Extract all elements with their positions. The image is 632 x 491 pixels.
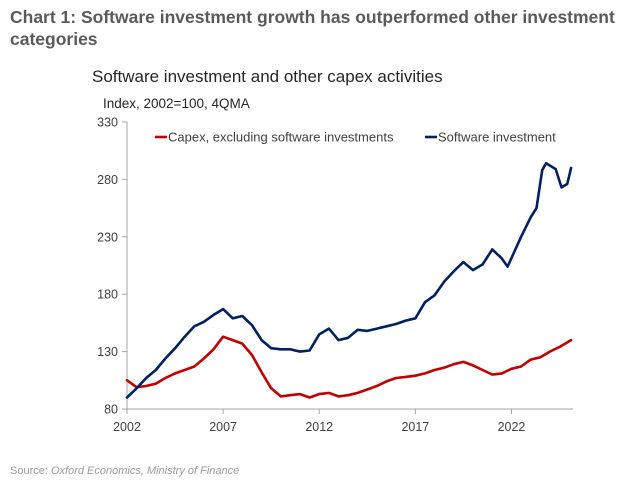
x-tick-label: 2012 bbox=[305, 420, 333, 434]
x-tick-label: 2002 bbox=[113, 420, 141, 434]
x-tick-label: 2017 bbox=[401, 420, 429, 434]
x-tick-label: 2022 bbox=[498, 420, 526, 434]
source-prefix: Source: bbox=[10, 465, 51, 477]
chart-subtitle: Index, 2002=100, 4QMA bbox=[103, 96, 250, 111]
software-series-line bbox=[125, 162, 573, 399]
axes: 80 130 180 230 280 330 2002 2007 2012 2017 2022 bbox=[97, 116, 573, 434]
chart-title: Software investment and other capex acti… bbox=[92, 67, 443, 86]
y-tick-label: 130 bbox=[97, 345, 118, 359]
y-tick-label: 330 bbox=[97, 116, 118, 130]
figure-heading: Chart 1: Software investment growth has … bbox=[10, 7, 615, 49]
source-note: Source: Oxford Economics, Ministry of Fi… bbox=[10, 465, 239, 477]
legend-label-capex: Capex, excluding software investments bbox=[168, 130, 394, 145]
source-text: Oxford Economics, Ministry of Finance bbox=[50, 465, 240, 477]
legend: Capex, excluding software investments Sof… bbox=[155, 130, 556, 145]
legend-label-software: Software investment bbox=[438, 130, 556, 145]
y-tick-label: 80 bbox=[104, 403, 118, 417]
y-tick-label: 280 bbox=[97, 173, 118, 187]
x-tick-label: 2007 bbox=[209, 420, 237, 434]
capex-series-line bbox=[125, 335, 573, 399]
y-tick-label: 180 bbox=[97, 288, 118, 302]
series-layer bbox=[125, 162, 573, 399]
y-tick-label: 230 bbox=[97, 230, 118, 244]
